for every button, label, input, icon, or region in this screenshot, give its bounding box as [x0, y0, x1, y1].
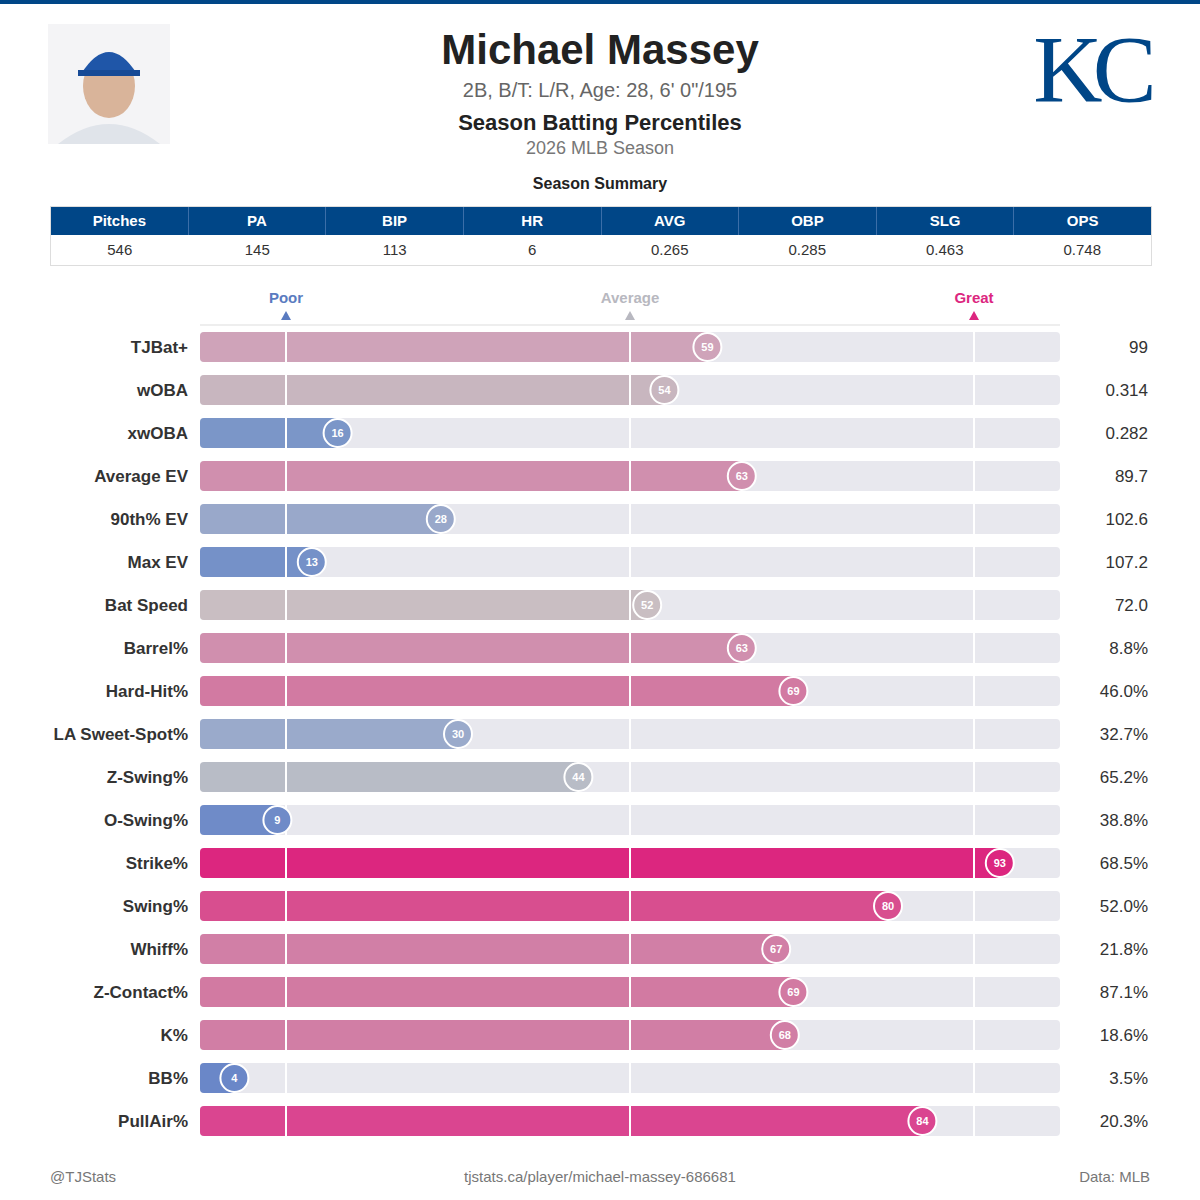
svg-text:28: 28 — [435, 513, 447, 525]
svg-text:84: 84 — [916, 1115, 929, 1127]
html-text:PA: PA — [247, 212, 267, 229]
svg-text:69: 69 — [787, 685, 799, 697]
svg-text:Average: Average — [601, 289, 660, 306]
svg-text:Bat Speed: Bat Speed — [105, 596, 188, 615]
html-text:0.265: 0.265 — [651, 241, 689, 258]
html-text:SLG: SLG — [929, 212, 961, 229]
svg-text:Great: Great — [954, 289, 993, 306]
svg-text:20.3%: 20.3% — [1100, 1112, 1148, 1131]
svg-text:Max EV: Max EV — [128, 553, 189, 572]
html-text:KC: KC — [1033, 16, 1147, 123]
html-text:OBP: OBP — [791, 212, 824, 229]
svg-text:99: 99 — [1129, 338, 1148, 357]
svg-text:0.314: 0.314 — [1105, 381, 1148, 400]
html-text:145: 145 — [244, 241, 270, 258]
svg-text:68: 68 — [779, 1029, 791, 1041]
html-text:Michael Massey: Michael Massey — [441, 26, 759, 73]
svg-text:13: 13 — [306, 556, 318, 568]
svg-text:63: 63 — [736, 470, 748, 482]
svg-text:K%: K% — [161, 1026, 188, 1045]
svg-text:Strike%: Strike% — [126, 854, 188, 873]
svg-text:Z-Swing%: Z-Swing% — [107, 768, 188, 787]
html-text:0.463: 0.463 — [926, 241, 964, 258]
svg-text:O-Swing%: O-Swing% — [104, 811, 188, 830]
svg-text:54: 54 — [658, 384, 671, 396]
svg-text:87.1%: 87.1% — [1100, 983, 1148, 1002]
svg-text:0.282: 0.282 — [1105, 424, 1148, 443]
svg-text:Average EV: Average EV — [94, 467, 189, 486]
svg-text:Z-Contact%: Z-Contact% — [94, 983, 188, 1002]
svg-text:Barrel%: Barrel% — [124, 639, 188, 658]
svg-text:21.8%: 21.8% — [1100, 940, 1148, 959]
svg-text:38.8%: 38.8% — [1100, 811, 1148, 830]
svg-text:89.7: 89.7 — [1115, 467, 1148, 486]
svg-text:BB%: BB% — [148, 1069, 188, 1088]
svg-text:90th% EV: 90th% EV — [111, 510, 189, 529]
html-text:546: 546 — [107, 241, 133, 258]
html-text:@TJStats: @TJStats — [50, 1168, 117, 1185]
svg-text:44: 44 — [572, 771, 585, 783]
svg-text:PullAir%: PullAir% — [118, 1112, 188, 1131]
html-text:AVG: AVG — [654, 212, 686, 229]
svg-text:3.5%: 3.5% — [1109, 1069, 1148, 1088]
svg-text:72.0: 72.0 — [1115, 596, 1148, 615]
html-text:tjstats.ca/player/michael-mass: tjstats.ca/player/michael-massey-686681 — [464, 1168, 736, 1185]
html-text:Data: MLB: Data: MLB — [1079, 1168, 1150, 1185]
svg-text:63: 63 — [736, 642, 748, 654]
html-text:Pitches: Pitches — [92, 212, 146, 229]
html-text:BIP: BIP — [382, 212, 408, 229]
svg-text:TJBat+: TJBat+ — [131, 338, 188, 357]
svg-text:30: 30 — [452, 728, 464, 740]
svg-text:Whiff%: Whiff% — [130, 940, 188, 959]
svg-text:xwOBA: xwOBA — [128, 424, 188, 443]
svg-text:52.0%: 52.0% — [1100, 897, 1148, 916]
svg-text:68.5%: 68.5% — [1100, 854, 1148, 873]
svg-text:107.2: 107.2 — [1105, 553, 1148, 572]
svg-text:9: 9 — [274, 814, 280, 826]
html-text:0.748: 0.748 — [1063, 241, 1101, 258]
html-text:6: 6 — [528, 241, 537, 258]
svg-text:8.8%: 8.8% — [1109, 639, 1148, 658]
svg-text:wOBA: wOBA — [136, 381, 188, 400]
html-text:Season Batting Percentiles: Season Batting Percentiles — [458, 110, 742, 135]
svg-text:46.0%: 46.0% — [1100, 682, 1148, 701]
svg-text:102.6: 102.6 — [1105, 510, 1148, 529]
svg-text:80: 80 — [882, 900, 894, 912]
svg-text:4: 4 — [231, 1072, 238, 1084]
html-text:HR: HR — [521, 212, 543, 229]
svg-text:Hard-Hit%: Hard-Hit% — [106, 682, 188, 701]
html-text:113: 113 — [382, 241, 407, 258]
html-text:Season Summary: Season Summary — [532, 175, 668, 192]
svg-text:67: 67 — [770, 943, 782, 955]
svg-text:32.7%: 32.7% — [1100, 725, 1148, 744]
svg-text:18.6%: 18.6% — [1100, 1026, 1148, 1045]
html-text:0.285: 0.285 — [788, 241, 826, 258]
svg-text:Swing%: Swing% — [123, 897, 188, 916]
svg-text:52: 52 — [641, 599, 653, 611]
svg-text:93: 93 — [994, 857, 1006, 869]
svg-text:16: 16 — [331, 427, 343, 439]
html-text:OPS: OPS — [1066, 212, 1099, 229]
svg-text:Poor: Poor — [269, 289, 303, 306]
svg-text:65.2%: 65.2% — [1100, 768, 1148, 787]
svg-text:59: 59 — [701, 341, 713, 353]
svg-text:LA Sweet-Spot%: LA Sweet-Spot% — [54, 725, 188, 744]
svg-text:69: 69 — [787, 986, 799, 998]
html-text:2026 MLB Season: 2026 MLB Season — [525, 138, 674, 158]
html-text:2B, B/T: L/R, Age: 28, 6' 0"/1: 2B, B/T: L/R, Age: 28, 6' 0"/195 — [462, 79, 738, 101]
